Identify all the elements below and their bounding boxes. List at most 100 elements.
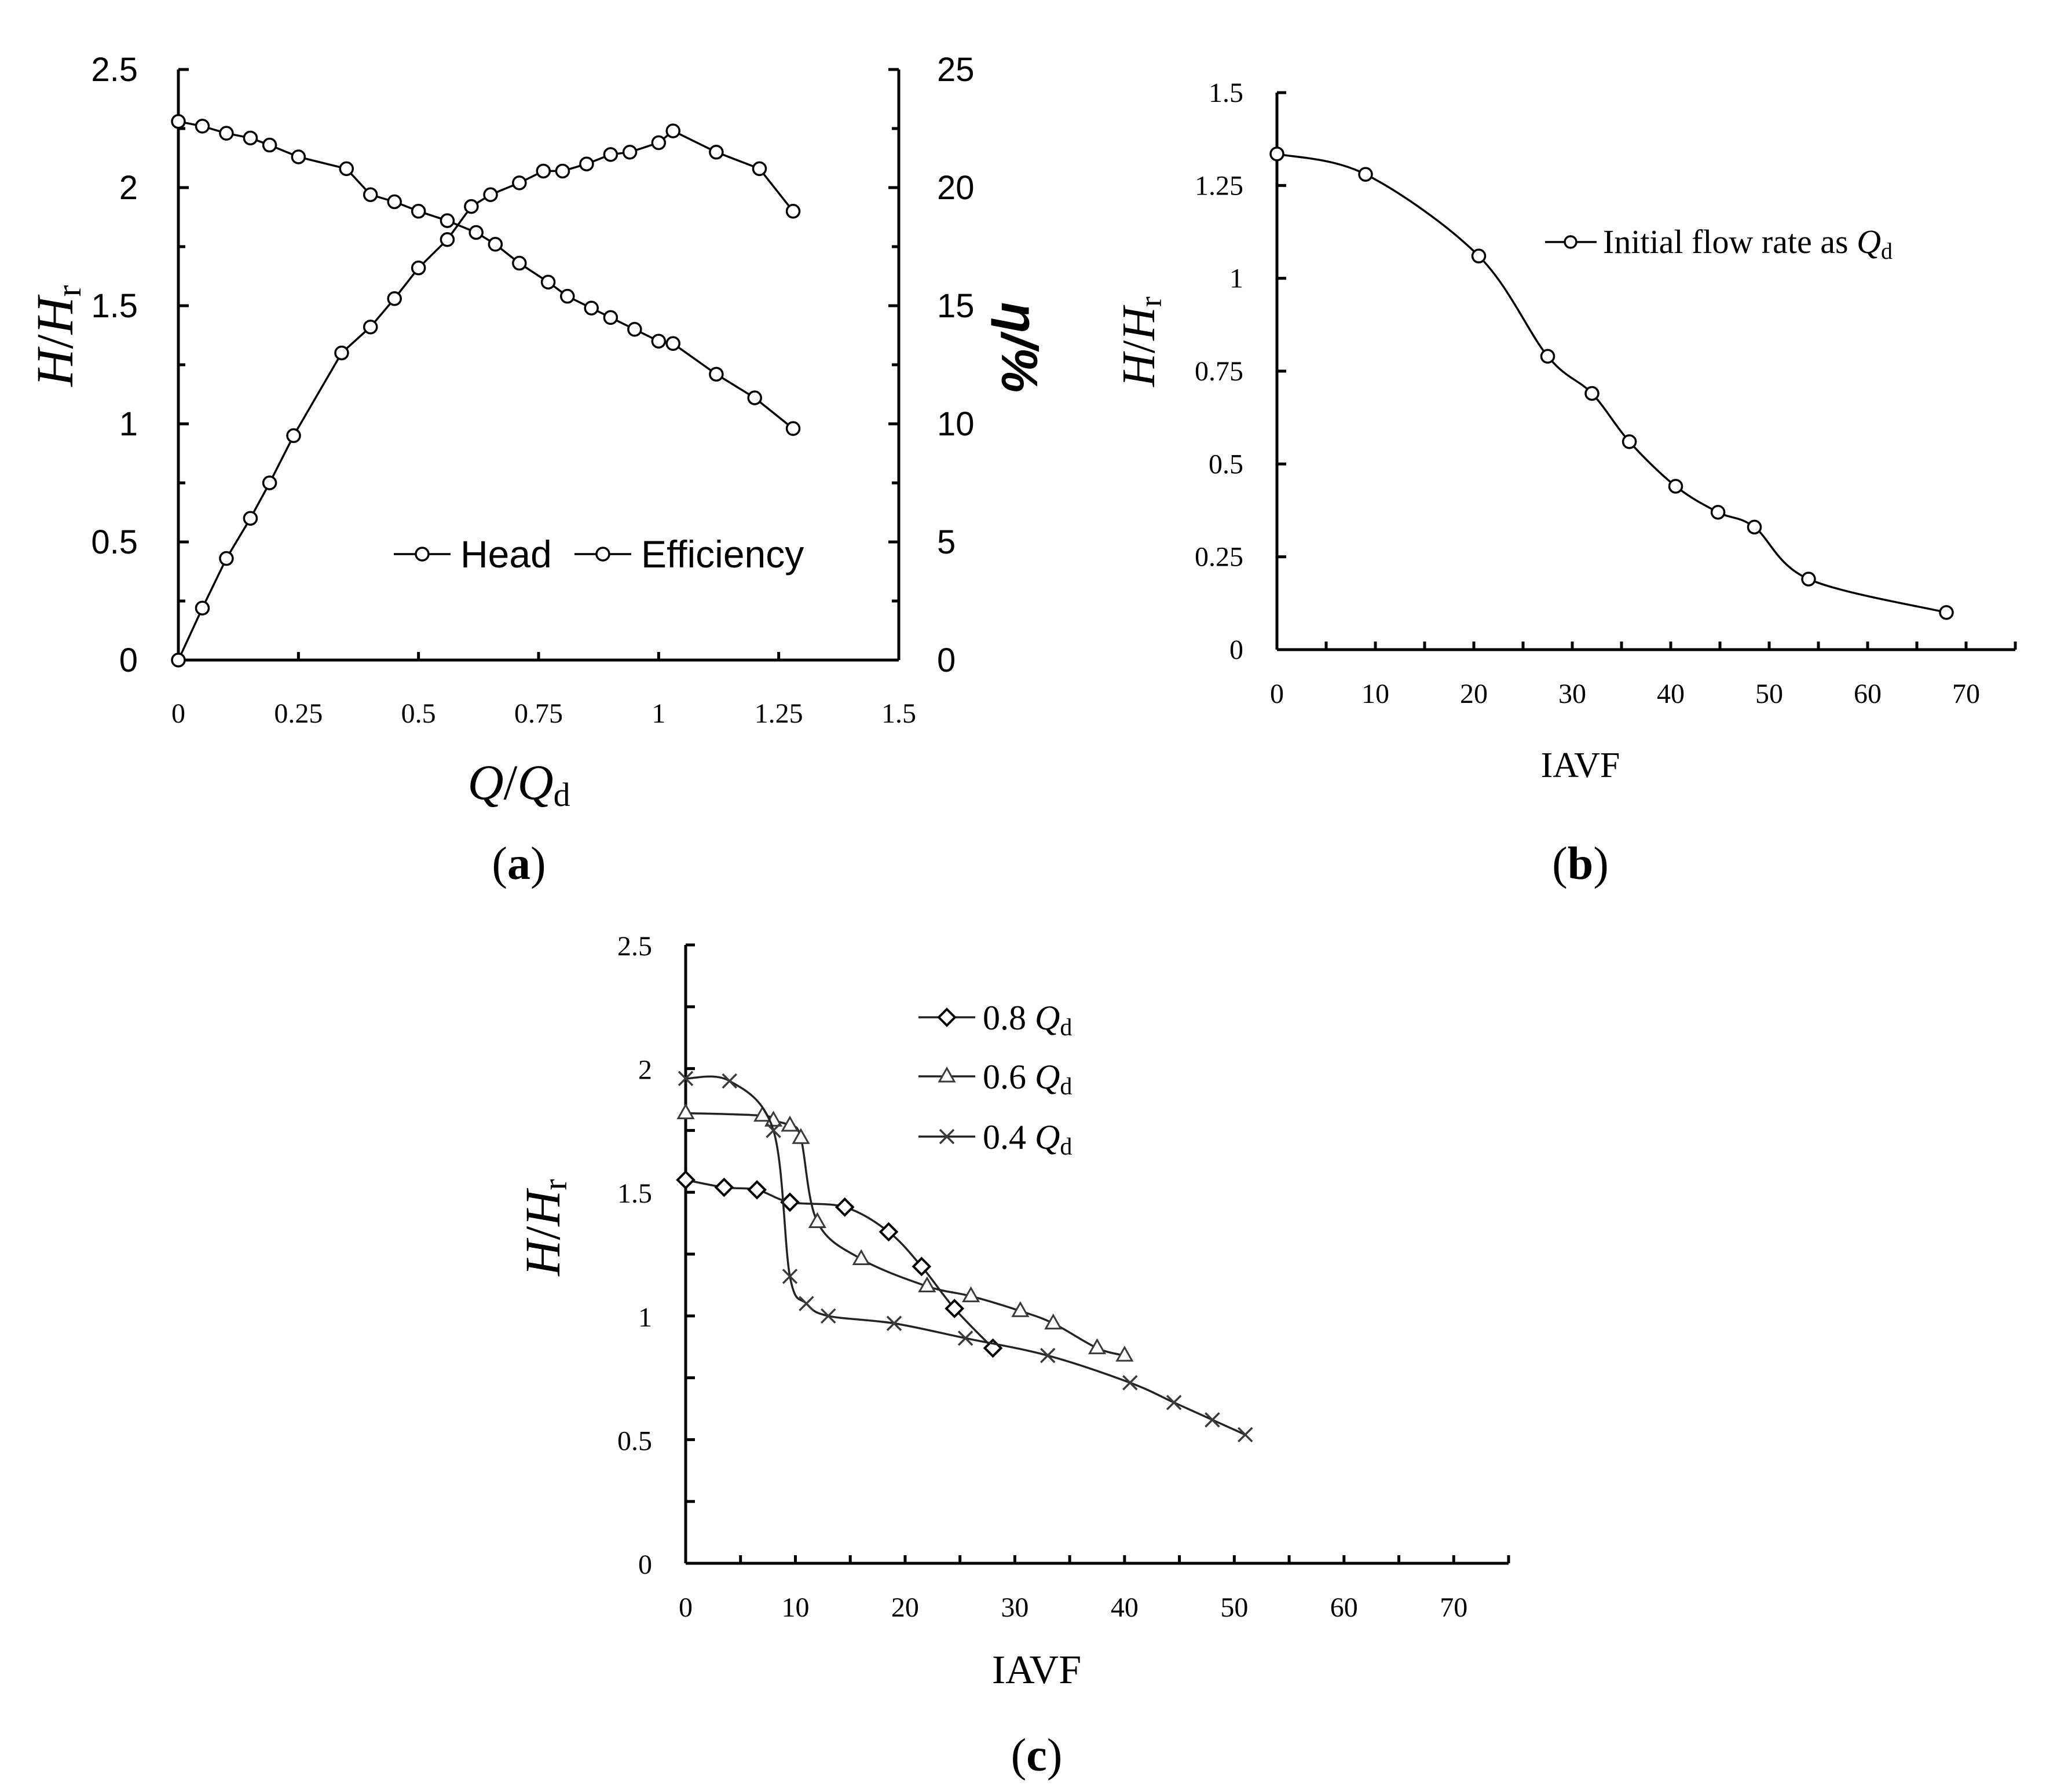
chart-a: 0 0.5 1 1.5 2 2.5 0 5 10 15 20 25 0 0.25 0.5 0.75 1 1.25 1… (27, 51, 1048, 889)
chart-b-series-line (1276, 153, 1947, 614)
chart-b-xtick-label: 0 (1270, 679, 1284, 709)
chart-c-ytick-label: 0.5 (617, 1425, 652, 1456)
chart-a-xtick-label: 1 (652, 698, 665, 729)
chart-b-series-point (1801, 571, 1816, 587)
chart-c-0-8-qd-point (747, 1180, 767, 1200)
chart-a-efficiency-point (555, 163, 570, 179)
legend-06-marker (938, 1066, 956, 1083)
chart-c-0-8-qd-point (714, 1177, 734, 1197)
chart-c-ytick-label: 1 (638, 1302, 652, 1333)
chart-a-head-point (339, 161, 354, 177)
chart-b-axes (1275, 91, 2017, 651)
chart-c-0-8-qd-point (879, 1222, 899, 1242)
chart-c-0-8-qd-point (912, 1256, 932, 1277)
chart-a-head-point (195, 119, 210, 134)
chart-b-ytick-label: 0 (1229, 635, 1243, 665)
chart-a-y2tick-label: 15 (937, 287, 975, 325)
chart-a-xtick-label: 0 (171, 698, 185, 729)
chart-a-efficiency-point (171, 653, 186, 668)
chart-c-xtick-label: 40 (1111, 1592, 1139, 1623)
chart-c-0-6-qd-point (852, 1249, 870, 1266)
chart-a-ytick-label: 2 (119, 169, 138, 207)
chart-c-0-4-qd-point (1166, 1395, 1182, 1410)
chart-b-ytick-label: 0.5 (1209, 449, 1243, 479)
chart-b-ytick-label: 1.5 (1209, 78, 1243, 108)
chart-c-tick-labels: 0 0.5 1 1.5 2 2.5 0 10 20 30 40 50 60 70 (617, 931, 1467, 1623)
legend-head-marker (415, 547, 430, 562)
chart-b-ytick-label: 1 (1229, 263, 1243, 294)
chart-a-efficiency-point (334, 345, 349, 361)
chart-a-y2tick-label: 10 (937, 405, 975, 443)
chart-a-head-point (747, 390, 762, 405)
chart-a-head-point (291, 149, 306, 164)
chart-b-ylabel: H/Hr (1114, 296, 1168, 387)
chart-a-head-point (469, 225, 484, 240)
chart-a-y2label: η/% (991, 302, 1048, 393)
chart-c-0-4-qd-point (1122, 1375, 1138, 1391)
chart-c-0-6-qd-point (808, 1212, 826, 1228)
chart-c-0-4-qd-point (722, 1073, 738, 1089)
chart-c-0-8-qd-point (676, 1170, 696, 1190)
chart-c-xtick-label: 60 (1330, 1592, 1358, 1623)
chart-a-y2tick-label: 20 (937, 169, 975, 207)
chart-b-series-point (1939, 605, 1954, 620)
chart-c-0-4-qd-point (782, 1269, 798, 1284)
chart-a-head-point (560, 288, 575, 304)
chart-a-y2tick-label: 25 (937, 51, 975, 89)
chart-b-series-point (1269, 146, 1284, 162)
legend-initial-marker (1564, 235, 1577, 249)
chart-c-0-4-qd-point (1040, 1347, 1056, 1364)
chart-c-0-8-qd-point (780, 1192, 800, 1212)
chart-a-efficiency-point (579, 156, 594, 171)
chart-a-efficiency-point (709, 145, 724, 160)
chart-a-head-point (584, 301, 599, 316)
chart-a-y2tick-label: 5 (937, 523, 956, 561)
chart-a-axes (177, 68, 901, 662)
chart-b: 0 0.25 0.5 0.75 1 1.25 1.5 0 10 20 30 40 50 60 70 H/Hr… (1114, 78, 2017, 889)
chart-a-legend: Head Efficiency (394, 533, 804, 576)
chart-c-0-4-qd-point (1238, 1427, 1253, 1443)
chart-a-efficiency-point (219, 551, 234, 566)
legend-efficiency-marker (595, 547, 610, 562)
chart-a-ytick-label: 1 (119, 405, 138, 443)
chart-a-head-point (709, 367, 724, 382)
chart-a-xtick-label: 0.75 (514, 698, 563, 729)
chart-c-0-6-qd-point (781, 1115, 799, 1132)
caption-a: (a) (492, 838, 546, 889)
chart-c-ytick-label: 2 (638, 1055, 652, 1086)
chart-c-xtick-label: 10 (781, 1592, 809, 1623)
chart-c-0-4-qd-line (685, 1075, 1246, 1436)
chart-c-0-6-qd-point (1088, 1338, 1107, 1354)
legend-04-label: 0.4 Qd (983, 1118, 1072, 1160)
chart-b-xtick-label: 60 (1854, 679, 1882, 709)
chart-c-0-4-qd-point (1205, 1412, 1220, 1428)
chart-c-xlabel: IAVF (992, 1648, 1081, 1692)
chart-a-efficiency-point (440, 232, 455, 247)
chart-a-head-point (488, 237, 503, 252)
chart-a-head-point (387, 194, 402, 210)
chart-c-0-6-qd-point (918, 1276, 936, 1293)
chart-a-xtick-label: 0.5 (401, 698, 436, 729)
chart-b-xtick-label: 40 (1657, 679, 1685, 709)
chart-b-xtick-label: 50 (1755, 679, 1783, 709)
legend-06-label: 0.6 Qd (983, 1058, 1072, 1100)
chart-b-xtick-label: 70 (1952, 679, 1980, 709)
chart-a-ytick-label: 0.5 (91, 523, 138, 561)
chart-c-0-8-qd-line (685, 1179, 994, 1349)
chart-a-ytick-label: 2.5 (91, 51, 138, 89)
chart-b-ytick-label: 0.75 (1195, 356, 1243, 387)
chart-a-efficiency-point (464, 199, 479, 214)
chart-b-legend: Initial flow rate as Qd (1545, 223, 1893, 264)
chart-c-0-6-qd-point (1044, 1313, 1063, 1330)
chart-a-head-point (411, 204, 426, 219)
chart-a-xlabel: Q/Qd (467, 754, 570, 813)
chart-c-ytick-label: 2.5 (617, 931, 652, 962)
chart-c-ytick-label: 1.5 (617, 1178, 652, 1209)
chart-b-xtick-label: 30 (1558, 679, 1586, 709)
chart-b-series-point (1668, 479, 1683, 494)
legend-04-marker (939, 1128, 955, 1145)
chart-c-xtick-label: 20 (891, 1592, 919, 1623)
chart-a-efficiency-point (411, 260, 426, 276)
